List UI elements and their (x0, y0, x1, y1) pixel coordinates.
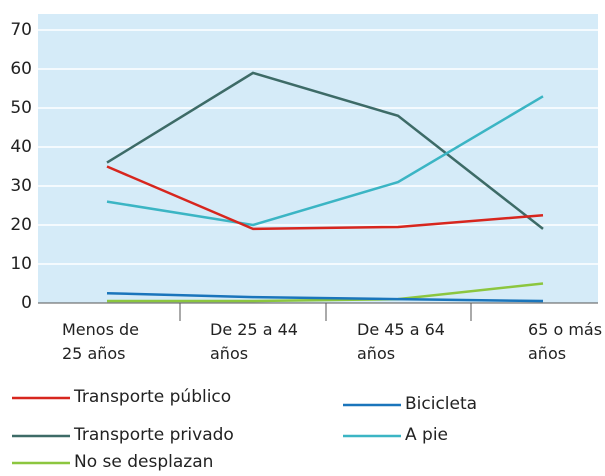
legend-label: Transporte privado (74, 425, 234, 445)
y-tick-label: 20 (10, 215, 32, 235)
legend-label: A pie (405, 425, 449, 445)
x-tick-label: De 45 a 64 años (357, 320, 445, 363)
y-tick-label: 30 (10, 176, 32, 196)
y-tick-label: 60 (10, 59, 32, 79)
y-tick-label: 70 (10, 20, 32, 40)
x-tick-label: 65 o más años (528, 320, 603, 363)
legend-label: Transporte público (74, 387, 232, 407)
y-tick-label: 50 (10, 98, 32, 118)
legend-label: No se desplazan (74, 452, 214, 472)
plot-background (38, 14, 598, 303)
y-tick-label: 40 (10, 137, 32, 157)
series-line (106, 95, 544, 227)
y-tick-label: 0 (21, 293, 32, 313)
series-line (106, 165, 544, 231)
series-line (106, 292, 544, 303)
x-tick-label: Menos de 25 años (62, 320, 139, 363)
legend-label: Bicicleta (405, 394, 478, 414)
series-line (106, 71, 544, 230)
x-tick-label: De 25 a 44 años (210, 320, 298, 363)
series-line (107, 282, 544, 303)
y-tick-label: 10 (10, 254, 32, 274)
